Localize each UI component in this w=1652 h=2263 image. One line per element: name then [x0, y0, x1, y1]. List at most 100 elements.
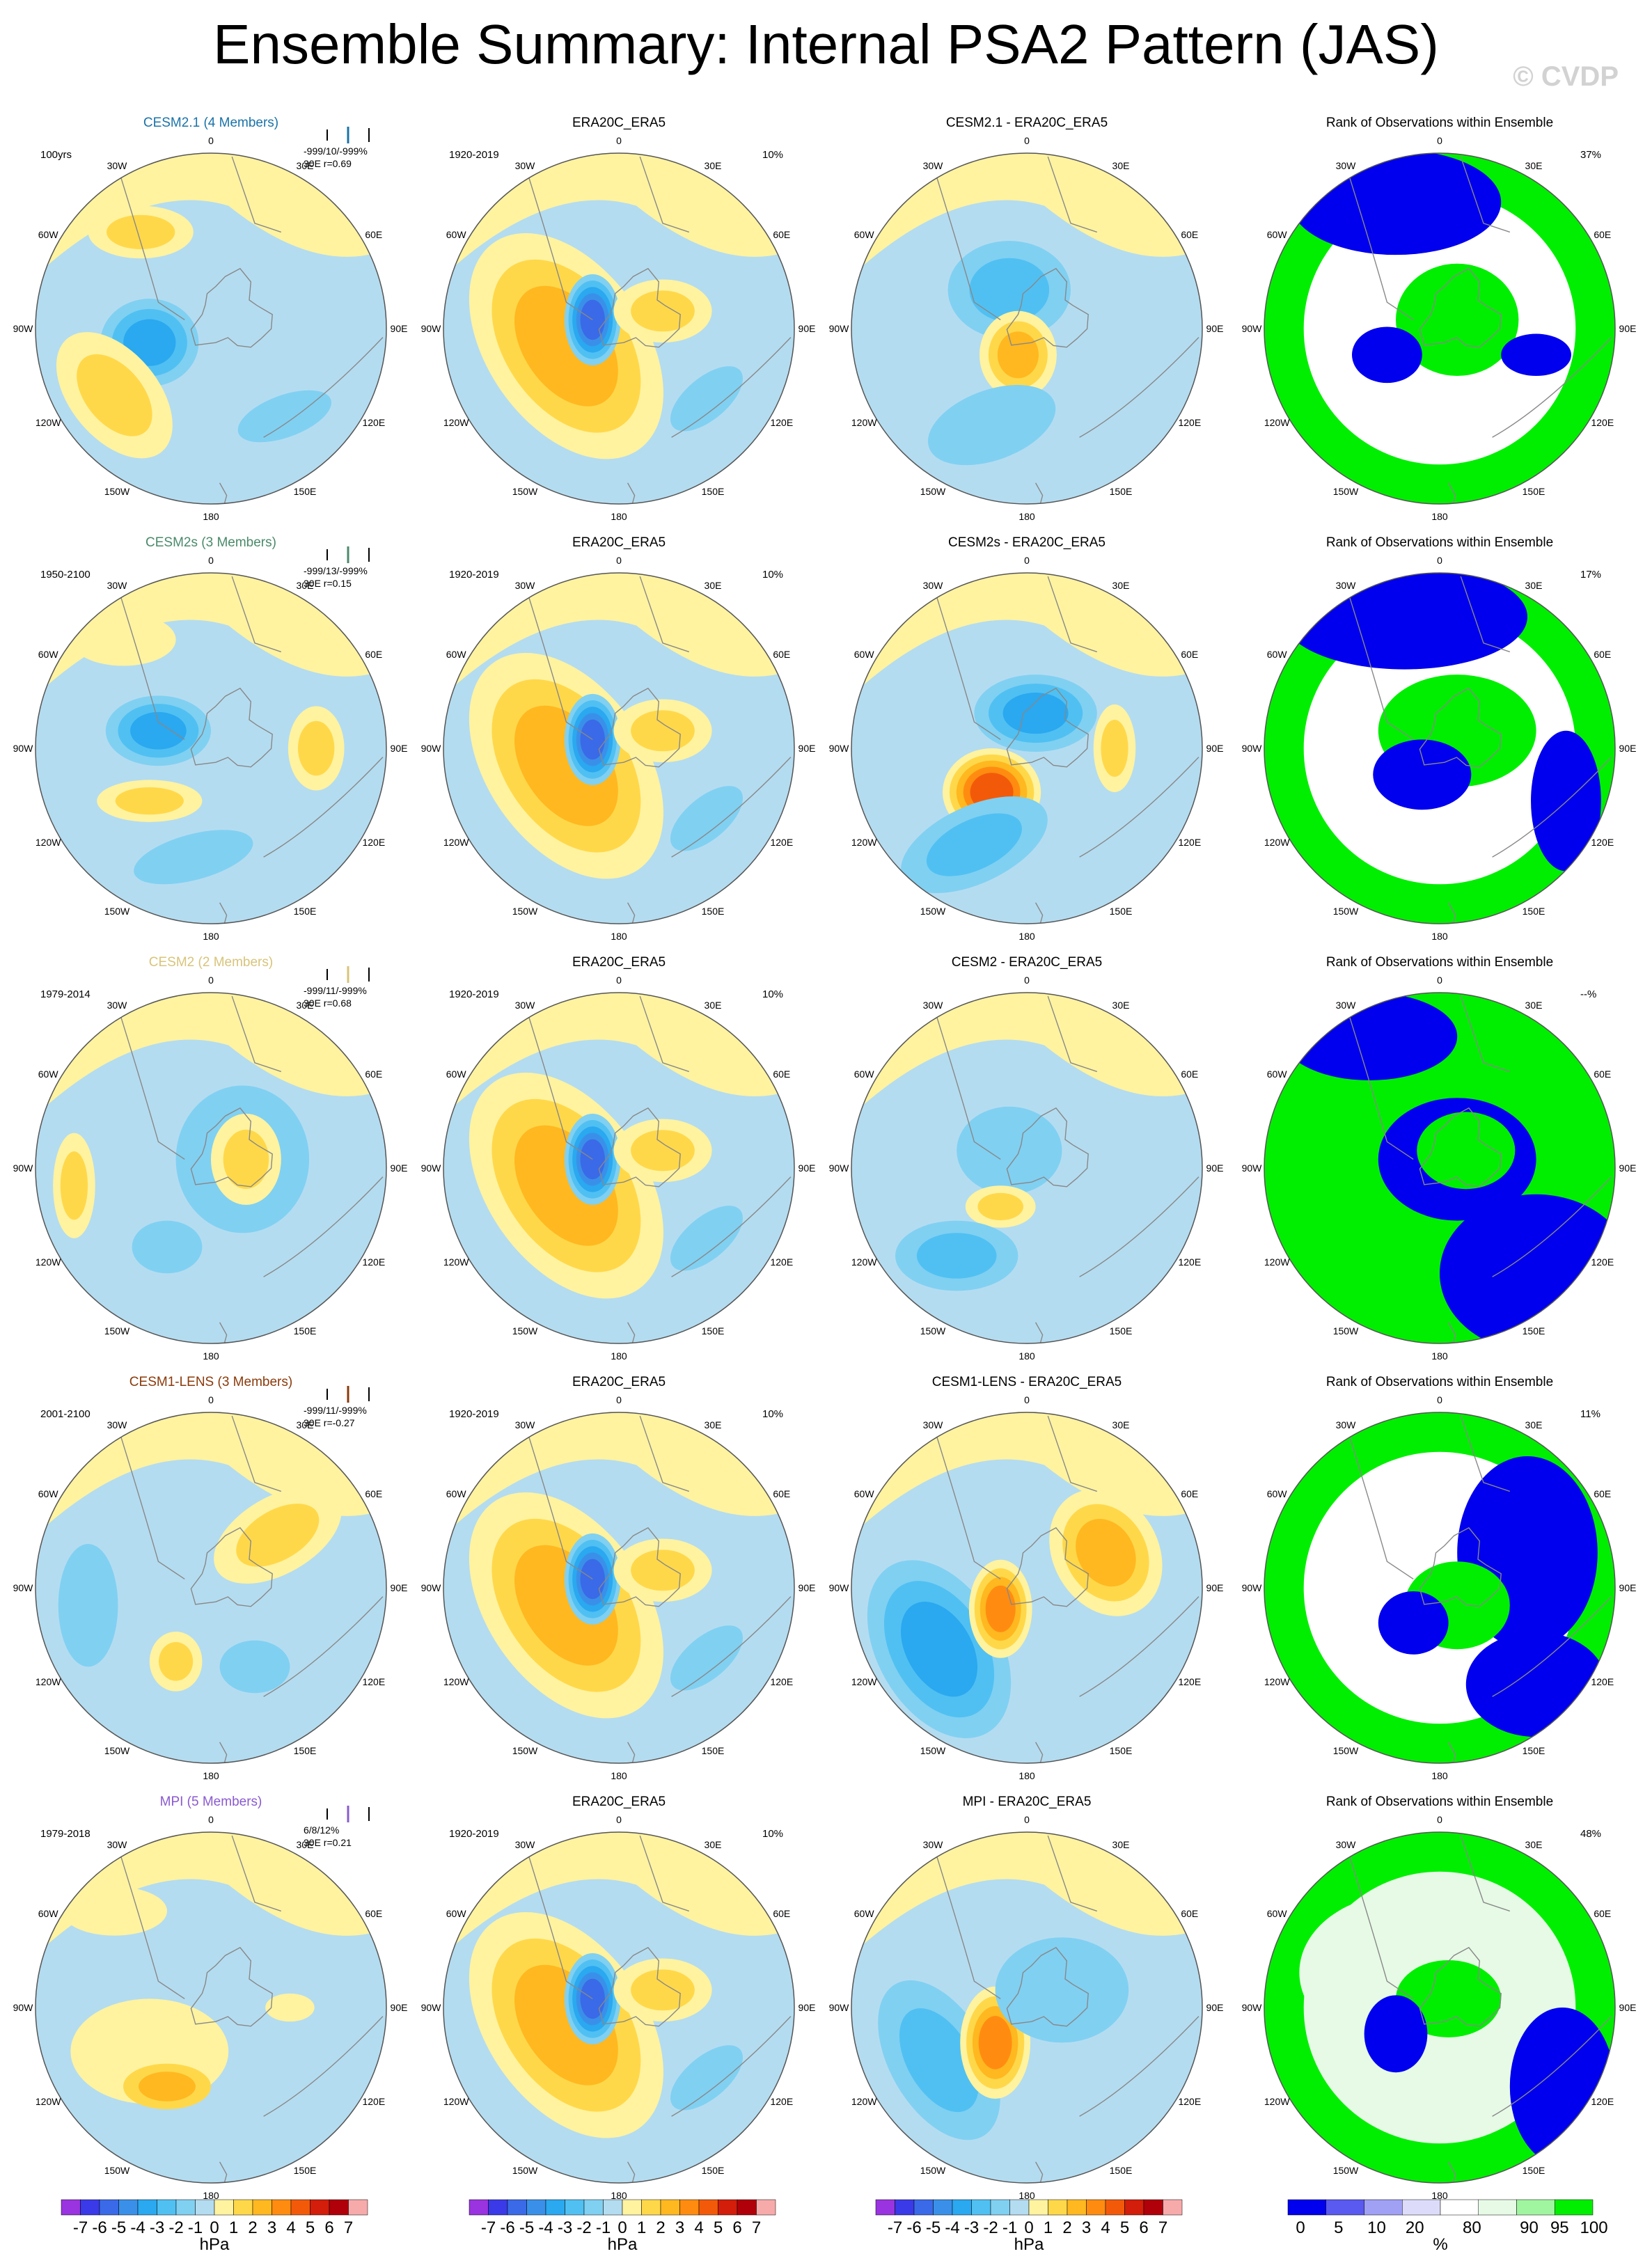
colorbar-swatch — [660, 2199, 680, 2216]
model-period: 1979-2018 — [40, 1828, 91, 1840]
longitude-label: 150E — [1110, 486, 1133, 497]
anomaly-contour — [670, 786, 744, 851]
longitude-label: 30E — [1525, 580, 1543, 591]
longitude-label: 30W — [1336, 1419, 1357, 1430]
antarctica-coastline — [1419, 1946, 1502, 2027]
longitude-label: 90E — [1206, 1582, 1224, 1593]
new-zealand-coastline — [219, 482, 228, 504]
colorbar-tick-label: 1 — [229, 2218, 238, 2237]
africa-coastline — [1047, 576, 1098, 653]
longitude-label: 180 — [1018, 2190, 1035, 2201]
africa-coastline — [231, 1835, 282, 1912]
anomaly-contour — [265, 1993, 315, 2022]
longitude-label: 90W — [13, 2002, 34, 2013]
longitude-label: 180 — [611, 511, 627, 522]
longitude-label: 60E — [1181, 1069, 1198, 1080]
colorbar-swatch — [737, 2199, 757, 2216]
colorbar-tick-label: 7 — [752, 2218, 761, 2237]
longitude-label: 90E — [1619, 1582, 1637, 1593]
colorbar-swatch — [348, 2199, 368, 2216]
colorbar-tick-label: -4 — [538, 2218, 553, 2237]
colorbar-tick-label: 1 — [637, 2218, 646, 2237]
longitude-label: 120W — [851, 417, 877, 428]
longitude-label: 120W — [36, 1676, 61, 1687]
map-border — [1264, 572, 1616, 924]
longitude-label: 150E — [294, 1325, 317, 1336]
obs-percent: 10% — [762, 988, 783, 1000]
anomaly-contour — [670, 2045, 744, 2111]
longitude-label: 0 — [208, 555, 214, 566]
colorbar-swatch — [526, 2199, 546, 2216]
obs-period: 1920-2019 — [449, 1828, 499, 1840]
anomaly-contour — [139, 2072, 196, 2102]
australia-coastline — [1079, 757, 1199, 858]
obs-panel-title: ERA20C_ERA5 — [572, 1375, 666, 1389]
australia-coastline — [263, 2016, 384, 2117]
anomaly-contour — [900, 1601, 978, 1697]
longitude-label: 150W — [104, 1325, 130, 1336]
longitude-label: 90W — [1242, 1582, 1263, 1593]
longitude-label: 120E — [362, 417, 385, 428]
antarctica-coastline — [190, 267, 273, 348]
longitude-label: 60E — [365, 649, 382, 660]
longitude-label: 60E — [1594, 229, 1611, 240]
longitude-label: 90E — [799, 1582, 816, 1593]
contour-map: 0 30E 60E 90E 120E 150E 180 150W 120W 90W 60W 30W — [13, 555, 408, 942]
longitude-label: 30E — [1112, 1000, 1130, 1011]
colorbar-tick-label: -5 — [111, 2218, 126, 2237]
rank-panel-title: Rank of Observations within Ensemble — [1326, 116, 1553, 130]
longitude-label: 60E — [1594, 1908, 1611, 1919]
longitude-label: 90W — [829, 323, 850, 334]
longitude-label: 180 — [1431, 2190, 1448, 2201]
south-america-coastline — [929, 576, 1001, 740]
longitude-label: 90E — [799, 2002, 816, 2013]
longitude-label: 30E — [1112, 1839, 1130, 1850]
rank-map: 0 30E 60E 90E 120E 150E 180 150W 120W 90W 60W 30W — [1242, 1814, 1637, 2201]
rank-region — [1531, 730, 1601, 872]
longitude-label: 150W — [512, 1325, 538, 1336]
antarctica-coastline — [190, 687, 273, 768]
colorbar-swatch — [718, 2199, 738, 2216]
longitude-label: 60W — [38, 1908, 59, 1919]
longitude-label: 30E — [1112, 160, 1130, 171]
longitude-label: 30W — [107, 1419, 128, 1430]
longitude-label: 120E — [362, 1256, 385, 1268]
longitude-label: 30W — [923, 160, 944, 171]
longitude-label: 60W — [1267, 1908, 1288, 1919]
longitude-label: 150E — [1523, 2165, 1545, 2176]
south-america-coastline — [929, 995, 1001, 1160]
obs-percent: 10% — [762, 1408, 783, 1420]
map-border — [851, 992, 1203, 1344]
longitude-label: 60W — [38, 1488, 59, 1499]
longitude-label: 90W — [421, 323, 442, 334]
colorbar-swatch — [488, 2199, 508, 2216]
anomaly-contour — [969, 258, 1050, 322]
map-border — [443, 1831, 795, 2184]
map-border — [1264, 992, 1616, 1344]
africa-coastline — [231, 156, 282, 233]
colorbar-tick-label: 100 — [1580, 2218, 1608, 2237]
longitude-label: 180 — [203, 931, 219, 942]
rank-percent: --% — [1580, 988, 1596, 1000]
anomaly-contour — [985, 1585, 1016, 1632]
longitude-label: 120E — [770, 2096, 793, 2107]
africa-coastline — [639, 576, 690, 653]
longitude-label: 30W — [515, 1839, 536, 1850]
longitude-label: 60W — [38, 229, 59, 240]
rank-panel-title: Rank of Observations within Ensemble — [1326, 535, 1553, 550]
new-zealand-coastline — [1447, 1742, 1456, 1763]
rank-region — [1417, 1112, 1516, 1190]
colorbar-swatch — [1364, 2199, 1403, 2216]
longitude-label: 30W — [107, 1839, 128, 1850]
longitude-label: 0 — [616, 1814, 622, 1825]
australia-coastline — [671, 1596, 792, 1697]
rank-panel-title: Rank of Observations within Ensemble — [1326, 1375, 1553, 1389]
new-zealand-coastline — [627, 902, 636, 924]
longitude-label: 120W — [443, 1256, 469, 1268]
anomaly-contour — [926, 813, 1022, 876]
longitude-label: 120W — [851, 2096, 877, 2107]
longitude-label: 120W — [36, 1256, 61, 1268]
longitude-label: 90E — [799, 743, 816, 754]
longitude-label: 60W — [854, 649, 875, 660]
model-correlation: 30E r=0.68 — [304, 998, 352, 1009]
